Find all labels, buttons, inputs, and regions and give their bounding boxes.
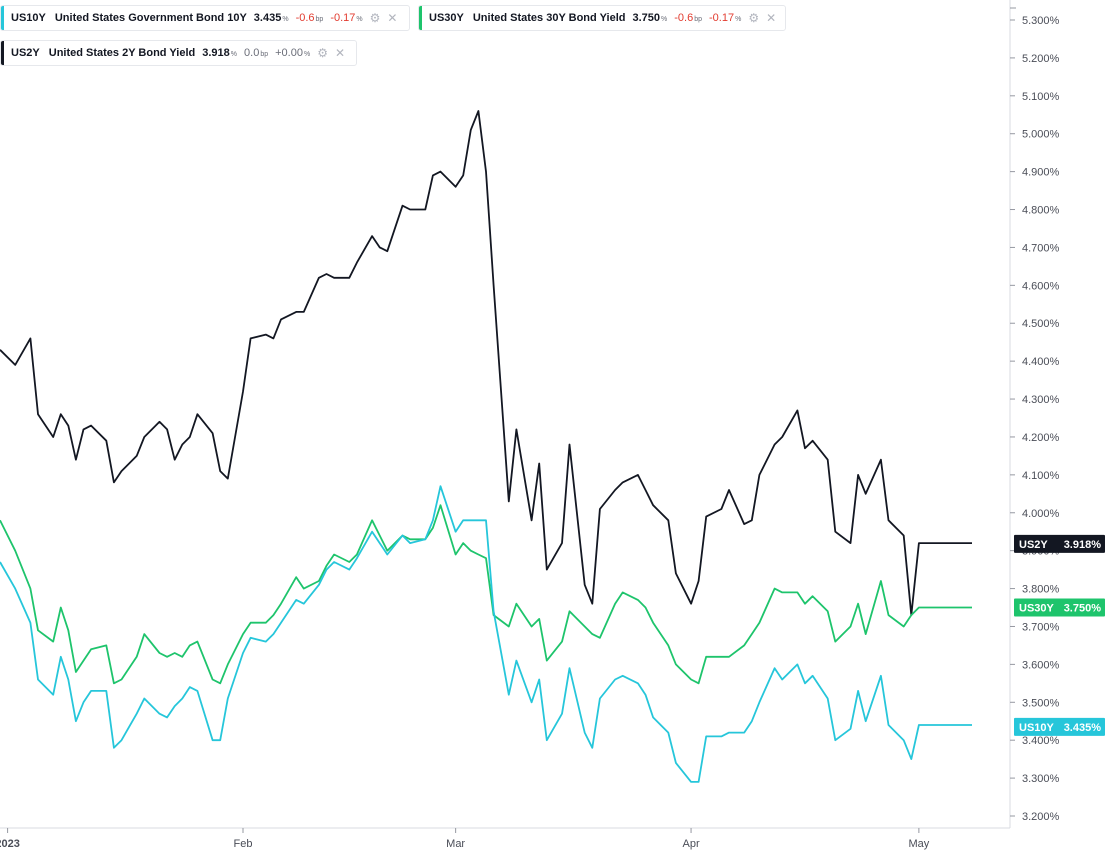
settings-icon[interactable]: ⚙ <box>369 11 381 25</box>
legend-us30y[interactable]: US30Y United States 30Y Bond Yield 3.750… <box>418 5 786 31</box>
tag-symbol: US30Y <box>1019 603 1055 615</box>
legend-us10y[interactable]: US10Y United States Government Bond 10Y … <box>0 5 410 31</box>
y-tick-label: 3.500% <box>1022 697 1060 709</box>
legend-percent: -0.17 <box>330 12 356 24</box>
legend-value: 3.750 <box>632 12 661 24</box>
series-line-us30y <box>0 504 972 685</box>
legend-swatch <box>419 6 422 30</box>
legend-symbol: US2Y <box>11 47 40 59</box>
legend-swatch <box>1 6 4 30</box>
legend-name: United States 2Y Bond Yield <box>48 47 196 59</box>
tag-value: 3.435% <box>1064 722 1102 734</box>
legend-value-unit: % <box>230 51 238 58</box>
settings-icon[interactable]: ⚙ <box>748 11 760 25</box>
legend-change: -0.6 <box>295 12 315 24</box>
series-line-us10y <box>0 485 972 783</box>
legend-swatch <box>1 41 4 65</box>
series-lines <box>0 110 972 783</box>
settings-icon[interactable]: ⚙ <box>317 46 328 60</box>
tag-value: 3.750% <box>1064 603 1102 615</box>
x-tick-label: Mar <box>446 838 465 850</box>
y-tick-label: 5.300% <box>1022 15 1060 27</box>
y-tick-label: 4.800% <box>1022 205 1060 217</box>
legend-change-unit: bp <box>315 16 324 23</box>
close-icon[interactable]: ✕ <box>334 46 346 60</box>
y-tick-label: 4.200% <box>1022 432 1060 444</box>
time-axis[interactable]: 2023 Feb Mar Apr May <box>0 828 930 850</box>
chart-frame <box>0 0 1016 829</box>
y-tick-label: 4.100% <box>1022 470 1060 482</box>
close-icon[interactable]: ✕ <box>387 11 398 25</box>
close-icon[interactable]: ✕ <box>766 11 777 25</box>
y-tick-label: 5.000% <box>1022 129 1060 141</box>
y-tick-label: 3.700% <box>1022 621 1060 633</box>
y-tick-label: 3.600% <box>1022 659 1060 671</box>
x-tick-label: 2023 <box>0 838 20 850</box>
y-tick-label: 4.500% <box>1022 318 1060 330</box>
legend-us2y[interactable]: US2Y United States 2Y Bond Yield 3.918% … <box>0 40 357 66</box>
y-tick-label: 4.000% <box>1022 508 1060 520</box>
legend-change-unit: bp <box>694 16 703 23</box>
y-tick-label: 4.700% <box>1022 242 1060 254</box>
legend-value: 3.918 <box>202 47 230 59</box>
y-tick-label: 5.100% <box>1022 91 1060 103</box>
y-tick-label: 3.200% <box>1022 811 1060 823</box>
x-tick-label: May <box>908 838 929 850</box>
legend-symbol: US10Y <box>11 12 46 24</box>
y-tick-label: 3.400% <box>1022 735 1060 747</box>
legend-name: United States 30Y Bond Yield <box>472 12 626 24</box>
last-value-tag-us10y <box>1014 717 1105 736</box>
y-tick-label: 4.300% <box>1022 394 1060 406</box>
legend-percent: -0.17 <box>709 12 735 24</box>
y-tick-label: 4.400% <box>1022 356 1060 368</box>
legend-value-unit: % <box>661 16 668 23</box>
legend-name: United States Government Bond 10Y <box>54 12 247 24</box>
tag-symbol: US10Y <box>1019 722 1055 734</box>
last-value-tag-us30y <box>1014 598 1105 617</box>
legend-change-unit: bp <box>260 51 269 58</box>
legend-change: 0.0 <box>244 47 260 59</box>
legend-value: 3.435 <box>253 12 282 24</box>
y-tick-label: 4.900% <box>1022 167 1060 179</box>
y-tick-label: 3.300% <box>1022 773 1060 785</box>
legend-change: -0.6 <box>674 12 694 24</box>
legend-percent: +0.00 <box>275 47 303 59</box>
x-tick-label: Apr <box>682 838 699 850</box>
y-tick-label: 4.600% <box>1022 280 1060 292</box>
legend-percent-unit: % <box>356 16 363 23</box>
y-tick-label: 5.200% <box>1022 53 1060 65</box>
legend-percent-unit: % <box>303 51 311 58</box>
legend-percent-unit: % <box>735 16 742 23</box>
price-axis[interactable]: 5.300% 5.200% 5.100% 5.000% 4.900% 4.800% 4.70… <box>1010 15 1060 823</box>
tag-value: 3.918% <box>1064 539 1102 551</box>
y-tick-label: 3.800% <box>1022 584 1060 596</box>
legend-symbol: US30Y <box>429 12 464 24</box>
tag-symbol: US2Y <box>1019 539 1048 551</box>
series-line-us2y <box>0 110 972 616</box>
last-value-tags: US2Y 3.918% US30Y 3.750% US10Y 3.435% <box>1014 534 1105 736</box>
x-tick-label: Feb <box>234 838 253 850</box>
last-value-tag-us2y <box>1014 534 1105 553</box>
legend-value-unit: % <box>282 16 289 23</box>
